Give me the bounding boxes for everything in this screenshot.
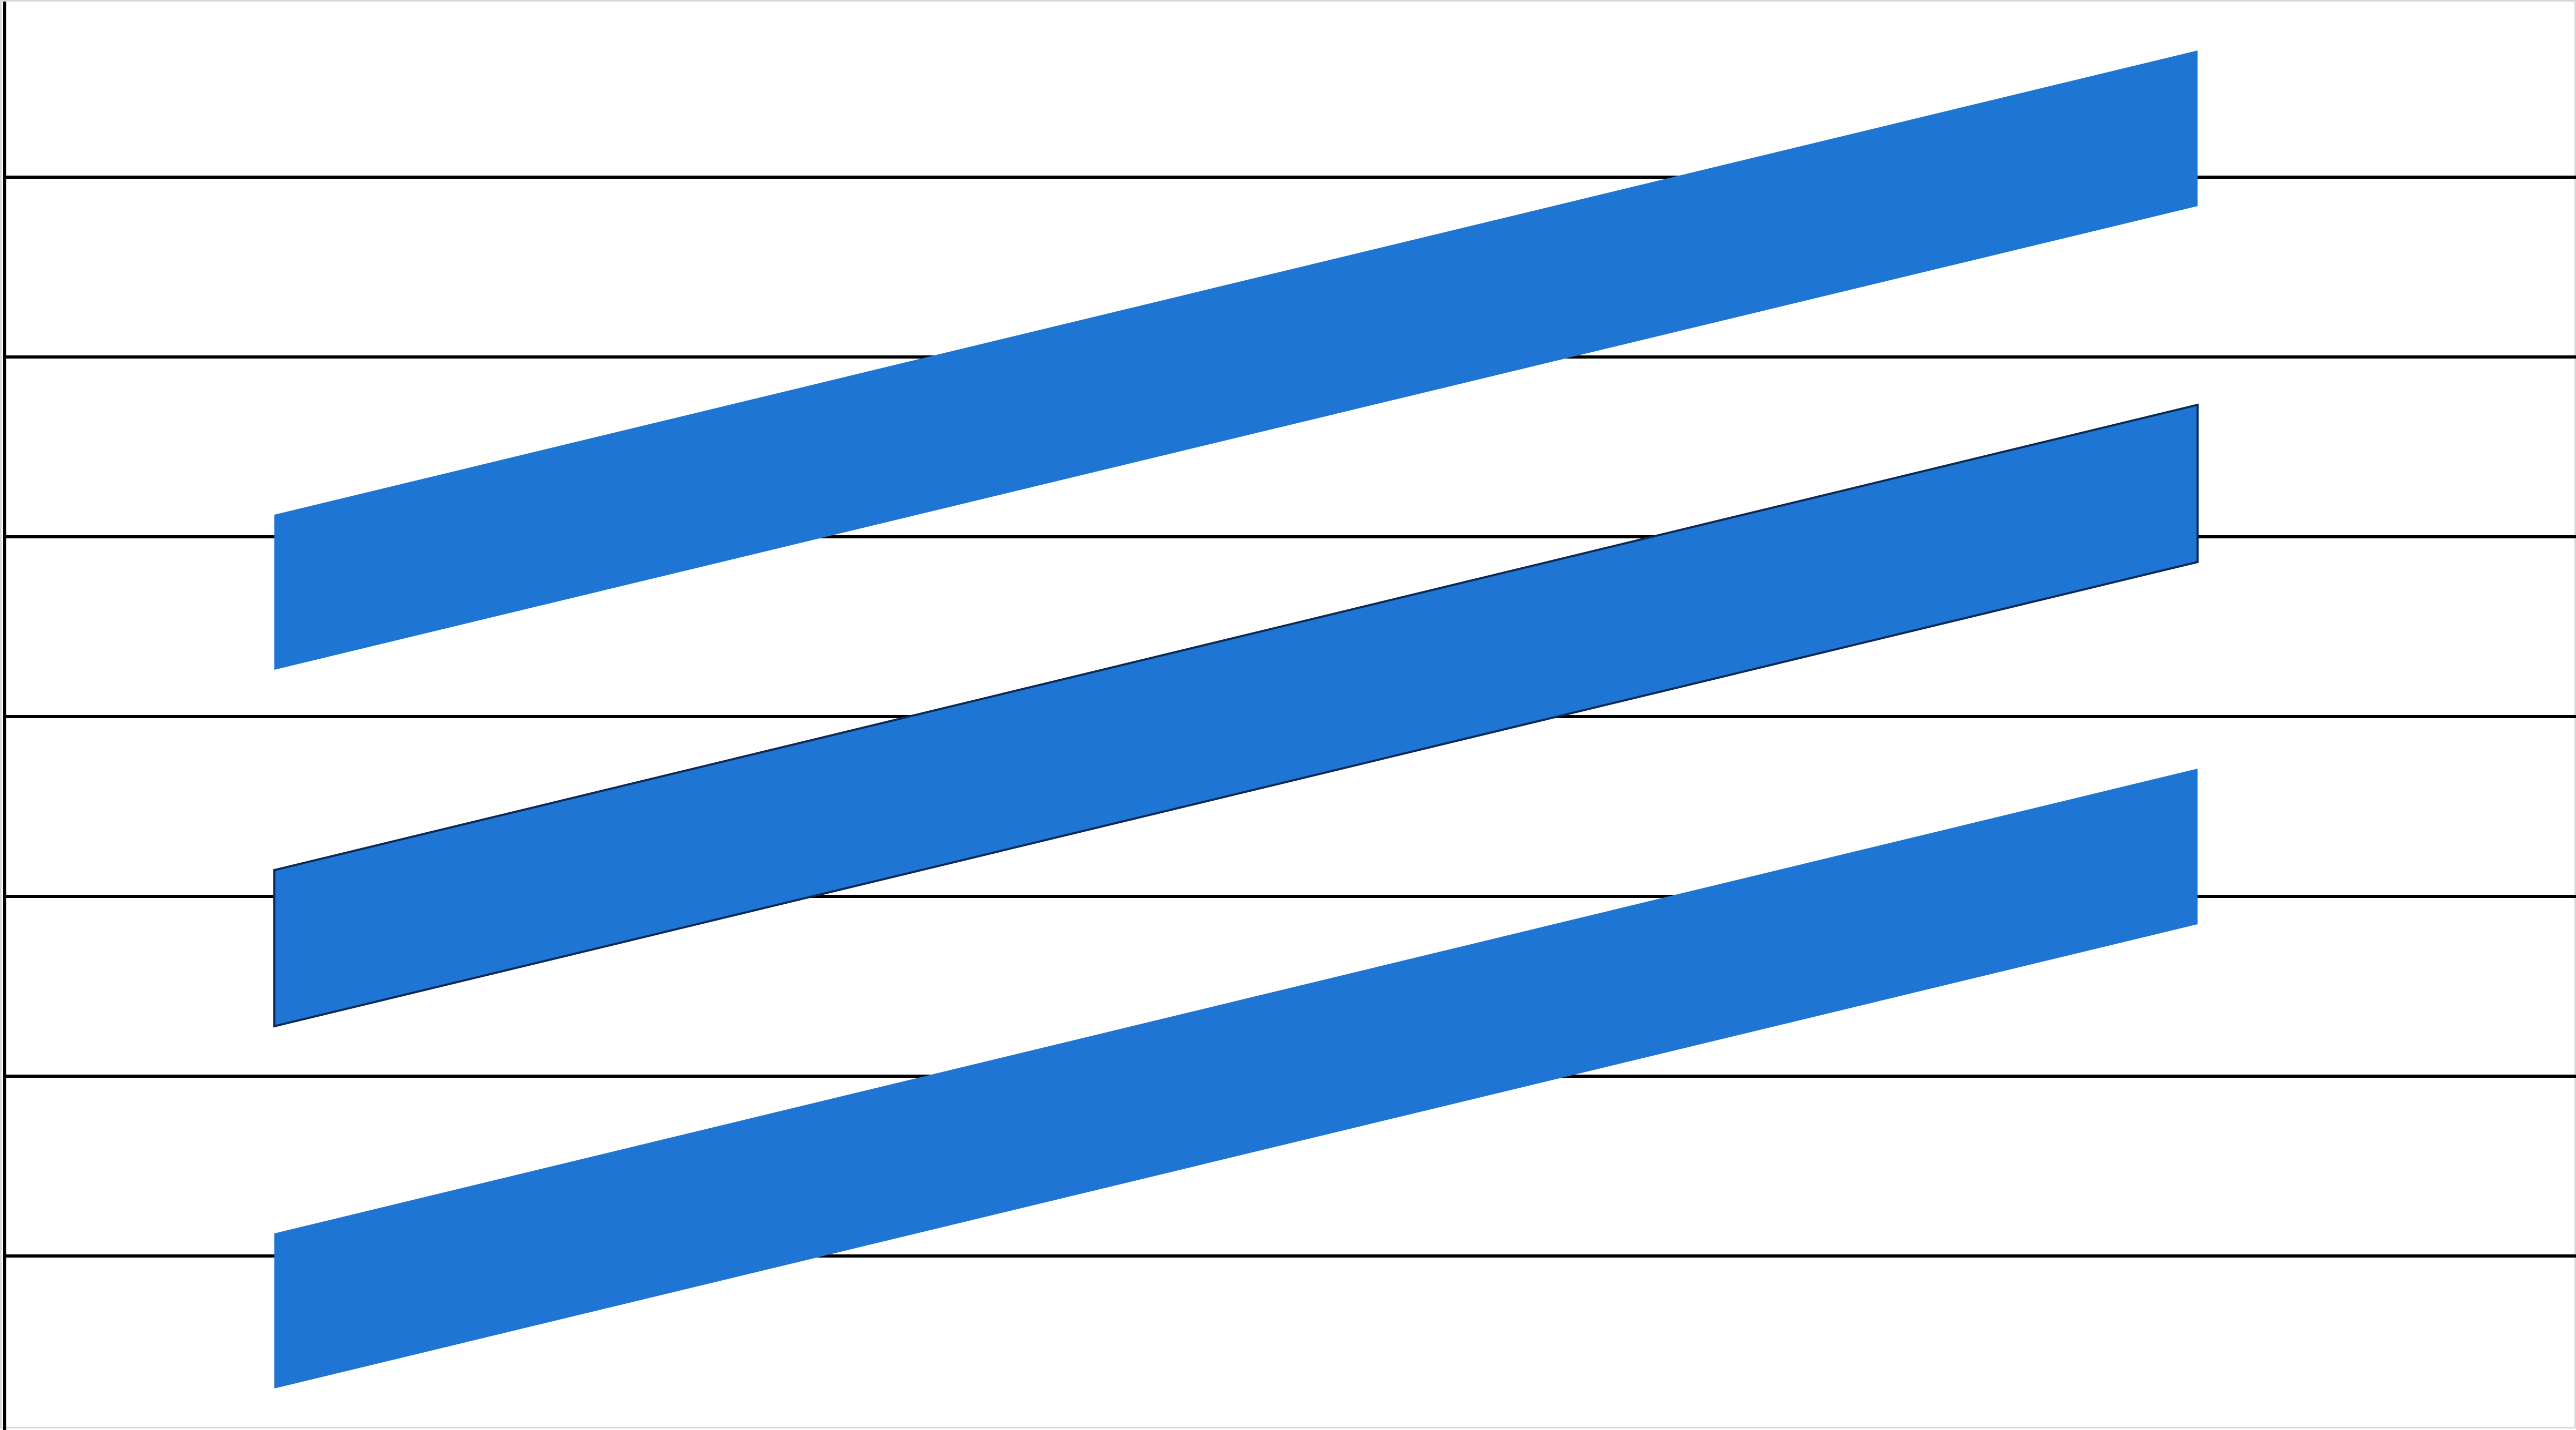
slanted-bands: [273, 50, 2199, 1388]
band-middle: [273, 403, 2199, 1028]
band-top: [274, 50, 2198, 670]
band-bottom: [274, 769, 2198, 1388]
